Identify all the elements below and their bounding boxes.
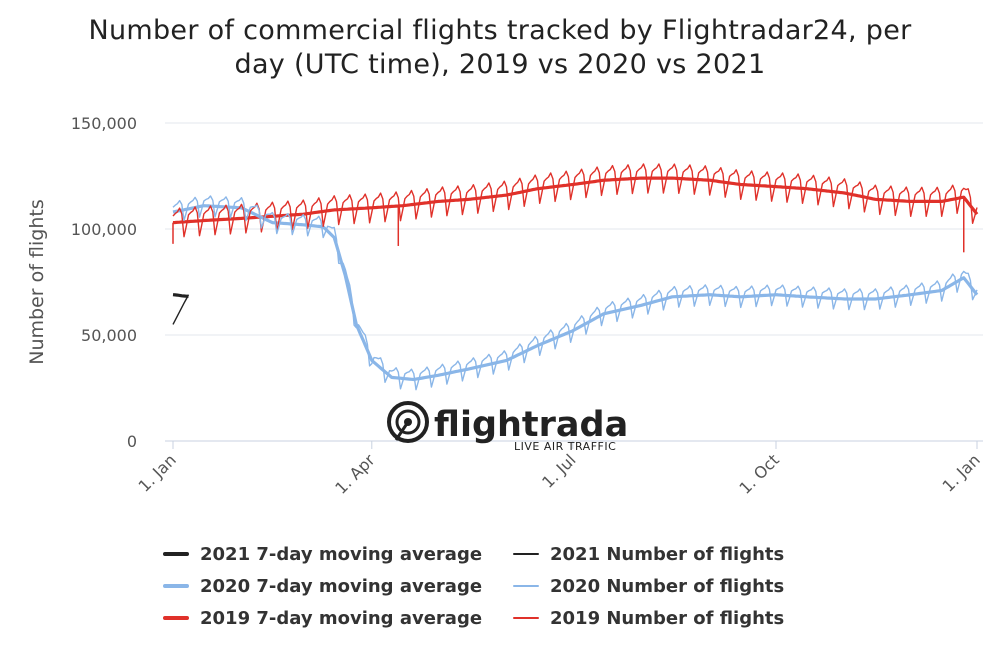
series-2021-7-day-moving-average [172, 293, 189, 298]
legend-label: 2020 Number of flights [550, 575, 785, 597]
legend: 2021 7-day moving average 2021 Number of … [163, 538, 863, 634]
x-tick-label: 1. Oct [735, 450, 782, 497]
line-chart: 0 50,000 100,000 150,000 1. Jan 1. Apr 1. Jul… [26, 114, 984, 498]
logo-tagline: LIVE AIR TRAFFIC [514, 440, 616, 453]
legend-row: 2021 7-day moving average 2021 Number of … [163, 538, 863, 570]
chart-title-line-2: day (UTC time), 2019 vs 2020 vs 2021 [234, 49, 766, 80]
legend-item[interactable]: 2020 Number of flights [513, 576, 863, 597]
y-tick-label: 100,000 [71, 220, 137, 239]
legend-label: 2020 7-day moving average [200, 575, 483, 597]
series-layer [172, 163, 979, 391]
flightradar24-watermark: flightradar24 LIVE AIR TRAFFIC [386, 398, 694, 454]
legend-label: 2019 Number of flights [550, 607, 785, 629]
series-line [172, 293, 189, 298]
series-2021-number-of-flights [172, 294, 190, 325]
x-tick-label: 1. Apr [331, 450, 379, 498]
series-2019-7-day-moving-average [172, 176, 979, 253]
legend-item[interactable]: 2020 7-day moving average [163, 576, 513, 597]
x-tick-label: 1. Jan [135, 450, 180, 495]
y-axis-title: Number of flights [26, 199, 48, 364]
y-axis: 0 50,000 100,000 150,000 [71, 114, 137, 451]
x-tick-label: 1. Jul [538, 450, 579, 491]
radar-icon [387, 401, 429, 443]
series-line [172, 176, 979, 225]
y-tick-label: 50,000 [81, 326, 137, 345]
series-2020-number-of-flights [172, 195, 978, 391]
series-line [172, 195, 978, 391]
legend-swatch [163, 552, 189, 556]
x-tick-label: 1. Jan [939, 450, 984, 495]
legend-swatch [513, 617, 539, 619]
y-tick-label: 150,000 [71, 114, 137, 133]
series-line [172, 294, 190, 325]
legend-item[interactable]: 2019 7-day moving average [163, 608, 513, 629]
legend-label: 2021 Number of flights [550, 543, 785, 565]
y-tick-label: 0 [127, 432, 137, 451]
chart-title: Number of commercial flights tracked by … [0, 14, 1000, 82]
legend-item[interactable]: 2019 Number of flights [513, 608, 863, 629]
legend-row: 2019 7-day moving average 2019 Number of … [163, 602, 863, 634]
gridlines [165, 122, 983, 442]
legend-item[interactable]: 2021 7-day moving average [163, 544, 513, 565]
legend-swatch [163, 584, 189, 588]
legend-item[interactable]: 2021 Number of flights [513, 544, 863, 565]
legend-swatch [513, 585, 539, 587]
chart-title-line-1: Number of commercial flights tracked by … [88, 15, 912, 46]
legend-label: 2019 7-day moving average [200, 607, 483, 629]
legend-swatch [513, 553, 539, 555]
logo-brand-text: flightradar24 [434, 405, 626, 445]
legend-swatch [163, 616, 189, 620]
legend-row: 2020 7-day moving average 2020 Number of … [163, 570, 863, 602]
series-2019-number-of-flights [172, 163, 978, 238]
legend-label: 2021 7-day moving average [200, 543, 483, 565]
series-line [172, 163, 978, 238]
